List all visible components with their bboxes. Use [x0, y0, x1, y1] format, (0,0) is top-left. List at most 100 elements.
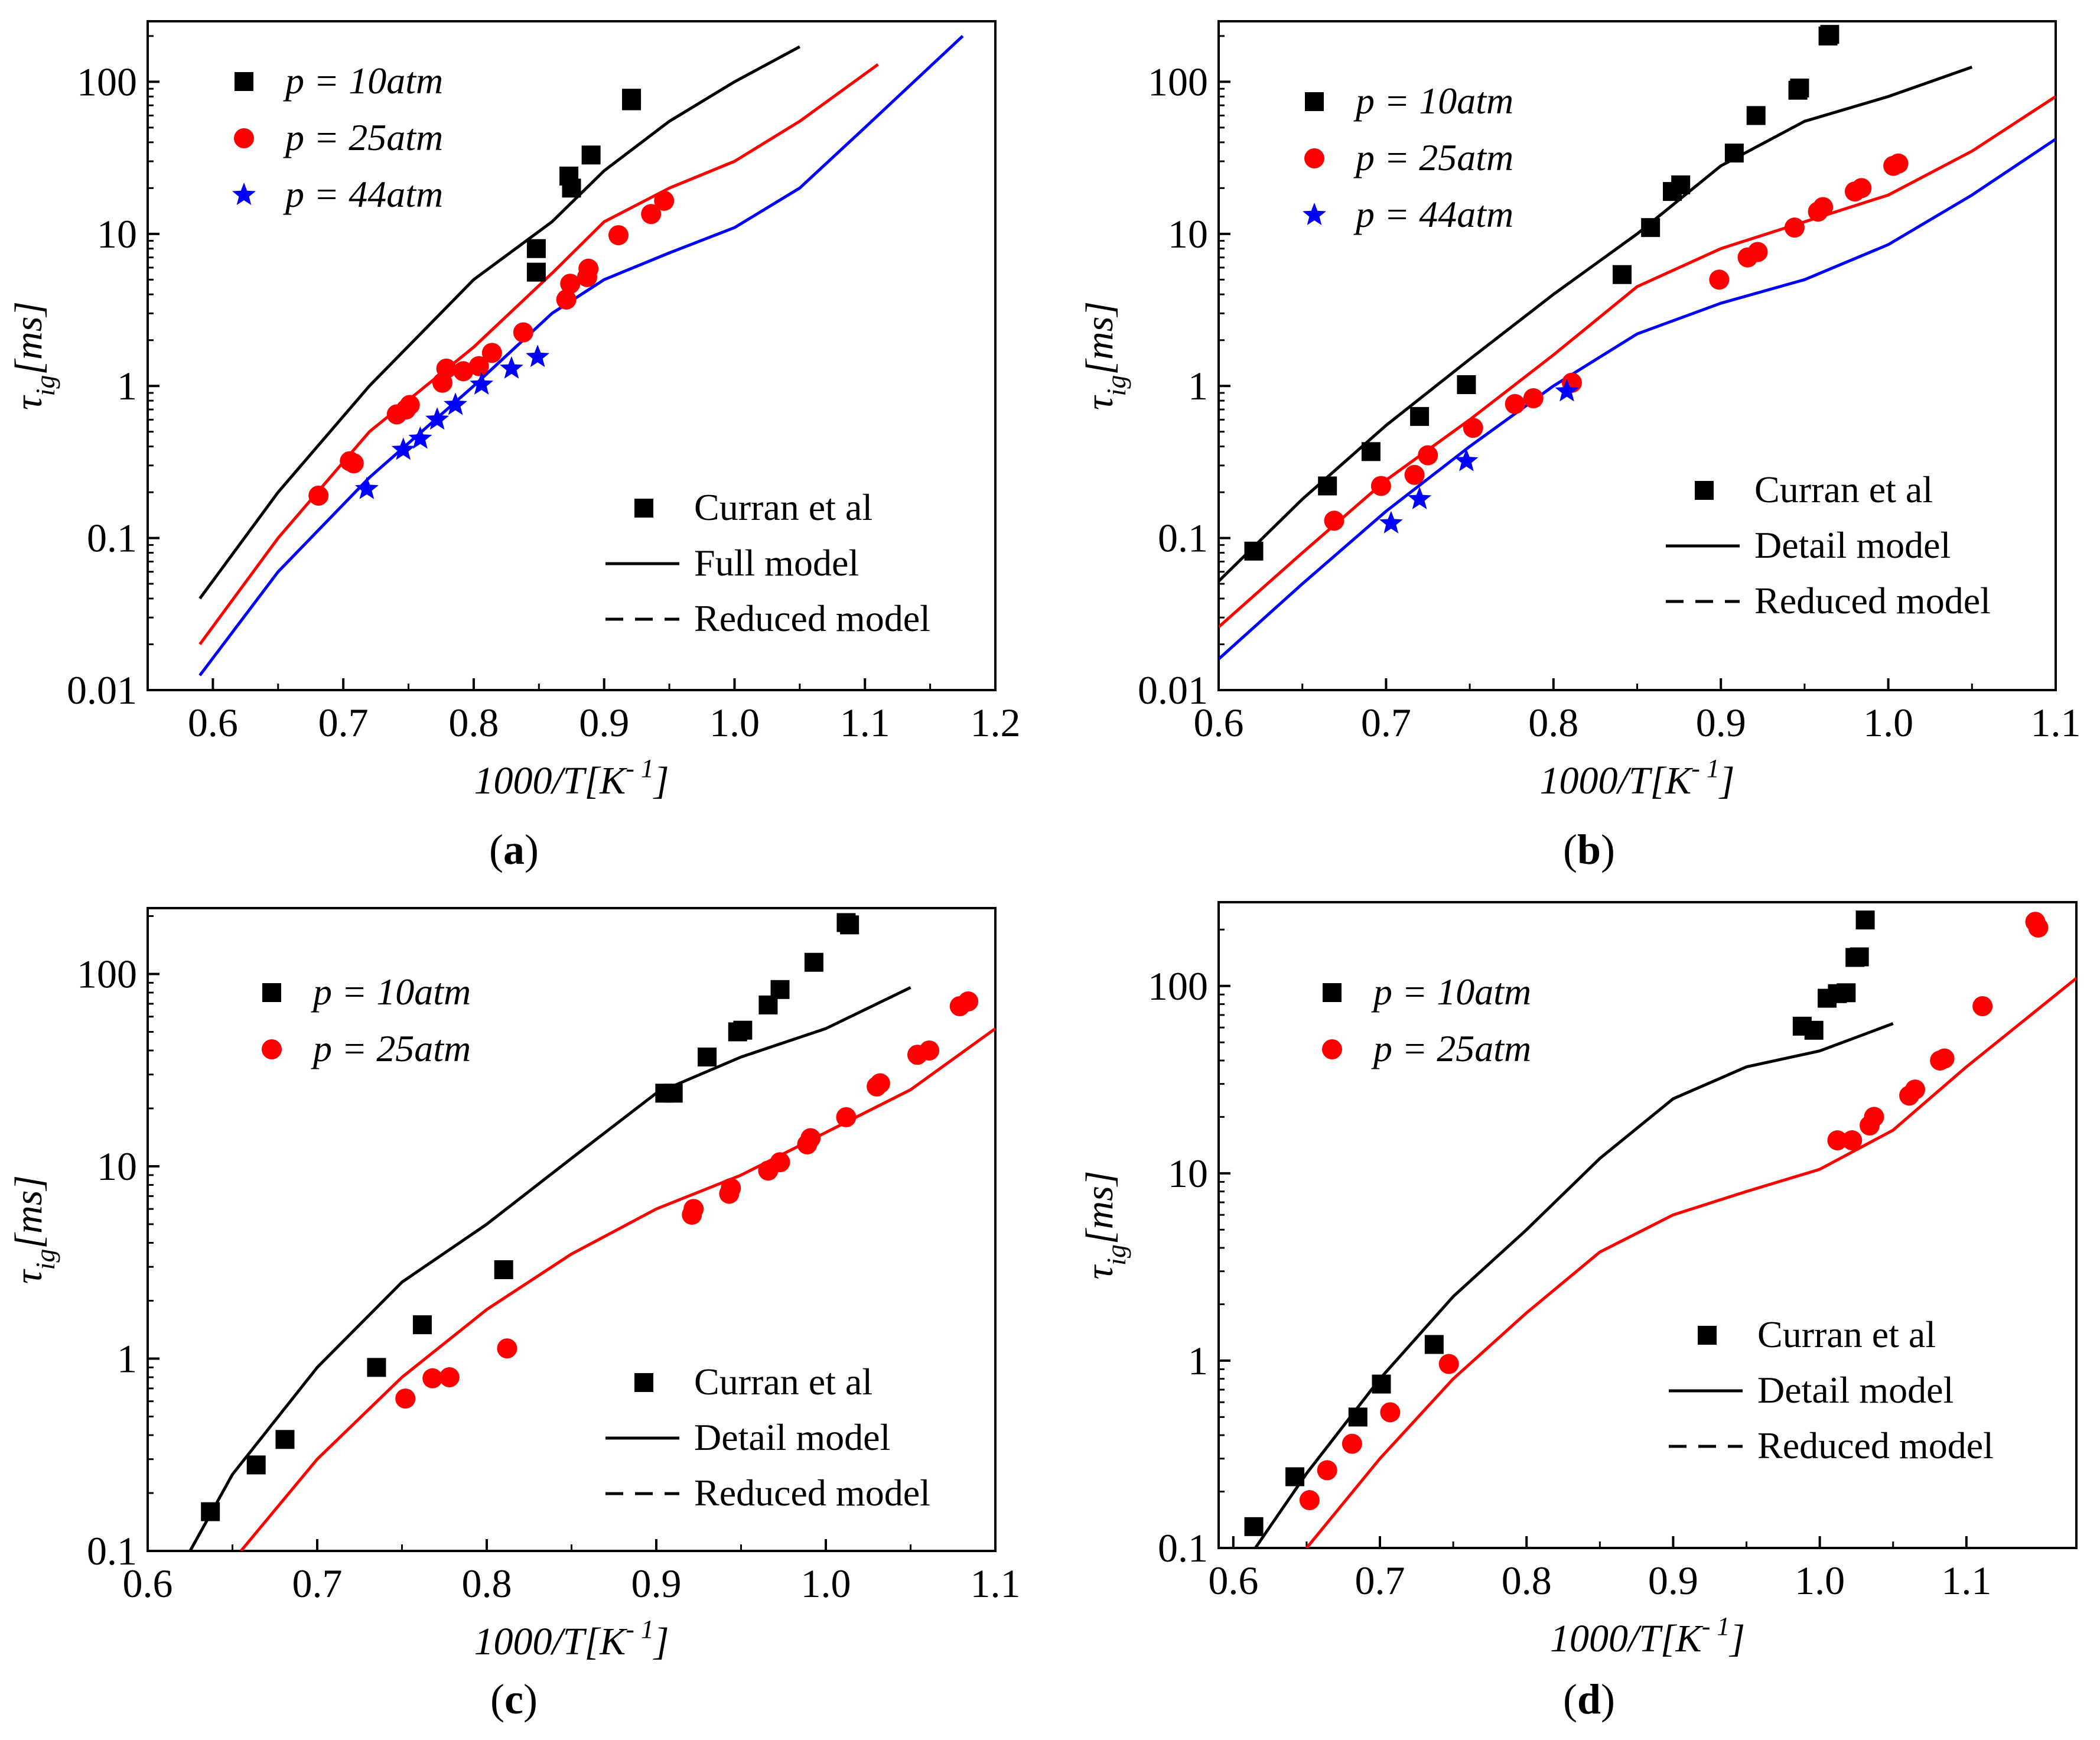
data-point-star [1379, 510, 1403, 534]
data-point-square [526, 239, 546, 258]
data-point-circle [1972, 996, 1993, 1016]
x-tick-label: 1.0 [801, 1561, 851, 1606]
y-tick-label: 1 [1188, 1338, 1208, 1383]
legend-label-p25: p = 25atm [311, 1027, 471, 1069]
x-tick-label: 1.1 [840, 700, 890, 745]
y-tick-label: 0.1 [1158, 1526, 1208, 1570]
x-tick-label: 0.7 [292, 1561, 343, 1606]
data-point-circle [1784, 217, 1805, 238]
x-tick-label: 1.1 [2031, 700, 2081, 745]
x-tick-label: 0.7 [318, 700, 369, 745]
data-point-circle [1851, 178, 1872, 199]
data-point-circle [1505, 393, 1525, 414]
y-tick-label: 0.1 [87, 516, 137, 561]
y-tick-label: 0.01 [67, 668, 137, 713]
y-tick-label: 10 [97, 1144, 137, 1189]
x-tick-label: 0.8 [1502, 1558, 1552, 1603]
x-tick-label: 0.8 [1528, 700, 1578, 745]
data-point-square [733, 1020, 753, 1040]
data-point-circle [308, 485, 329, 506]
legend-label-p10: p = 10atm [283, 60, 443, 102]
data-point-square [1612, 265, 1632, 284]
data-point-star [526, 344, 550, 367]
data-point-star [391, 437, 415, 460]
legend-marker-p44 [1303, 203, 1326, 225]
data-point-circle [399, 395, 420, 415]
data-point-circle [1438, 1354, 1459, 1374]
legend-label-p44: p = 44atm [1353, 193, 1513, 235]
data-point-circle [481, 343, 502, 363]
data-point-circle [770, 1152, 790, 1173]
data-point-circle [453, 361, 474, 382]
legend-label-reduced: Reduced model [1757, 1424, 1994, 1466]
data-point-square [1746, 106, 1766, 125]
data-point-circle [439, 1367, 460, 1388]
legend-label-detail: Detail model [1757, 1369, 1954, 1411]
data-point-square [1855, 910, 1875, 930]
data-point-star [470, 372, 494, 395]
data-point-circle [919, 1040, 940, 1061]
data-point-star [1454, 448, 1479, 471]
x-tick-label: 0.6 [123, 1561, 173, 1606]
data-point-circle [422, 1368, 443, 1388]
chart-panel-d: 0.6 0.7 0.8 0.9 1.0 1.1 0.1 1 10 100 1000/T[K- 1] τ… [1078, 901, 2078, 1723]
data-point-circle [513, 322, 533, 343]
legend-label-p25: p = 25atm [1353, 136, 1513, 178]
data-point-circle [608, 225, 629, 246]
y-tick-label: 10 [1168, 212, 1208, 256]
x-tick-label: 0.6 [1194, 700, 1244, 745]
data-point-circle [2028, 917, 2049, 938]
y-tick-label: 0.01 [1138, 668, 1208, 713]
legend-label-p25: p = 25atm [283, 116, 443, 158]
x-tick-label: 0.7 [1355, 1558, 1405, 1603]
data-point-star [444, 392, 467, 415]
plot-area [1219, 25, 2056, 661]
data-point-square [1804, 1020, 1824, 1040]
data-point-square [840, 915, 859, 935]
legend-label-detail: Detail model [1754, 524, 1951, 566]
legend-marker-p10 [1323, 983, 1342, 1002]
legend-marker-p10 [262, 983, 281, 1002]
legend-label-curran: Curran et al [694, 1361, 872, 1403]
data-point-square [1671, 175, 1691, 194]
y-tick-label: 10 [97, 212, 137, 256]
legend-label-p25: p = 25atm [1371, 1027, 1531, 1069]
model-line-black [198, 45, 800, 600]
x-axis-label: 1000/T[K- 1] [474, 754, 669, 802]
data-point-circle [683, 1199, 704, 1219]
x-tick-label: 1.1 [971, 1561, 1021, 1606]
x-tick-label: 1.0 [1795, 1558, 1845, 1603]
data-point-square [698, 1048, 717, 1067]
data-point-square [1457, 375, 1476, 394]
legend-label-reduced: Reduced model [694, 1472, 930, 1514]
data-point-square [412, 1315, 432, 1335]
plot-frame [1217, 901, 2078, 1549]
y-tick-label: 100 [77, 951, 137, 996]
legend-marker-p10 [235, 72, 253, 91]
data-point-circle [468, 356, 489, 376]
data-point-circle [343, 453, 364, 474]
model-line-red [239, 1027, 995, 1551]
data-point-square [1820, 25, 1839, 44]
data-point-circle [1709, 269, 1730, 290]
x-tick-label: 1.0 [709, 700, 760, 745]
model-line-red [1305, 977, 2076, 1548]
data-point-circle [1370, 476, 1391, 496]
data-point-square [1244, 541, 1264, 561]
y-tick-label: 0.1 [87, 1528, 137, 1573]
data-point-square [562, 178, 581, 198]
x-tick-label: 0.9 [1648, 1558, 1698, 1603]
plot-area [198, 35, 964, 677]
data-point-circle [1934, 1048, 1955, 1069]
legend-label-detail: Detail model [694, 1416, 890, 1458]
x-tick-label: 0.9 [1696, 700, 1746, 745]
x-axis-label: 1000/T[K- 1] [1550, 1612, 1745, 1660]
y-tick-label: 100 [77, 59, 137, 104]
x-axis-label: 1000/T[K- 1] [474, 1615, 669, 1663]
chart-panel-c: 0.6 0.7 0.8 0.9 1.0 1.1 0.1 1 10 100 1000/T[K- 1] τ… [7, 907, 1021, 1723]
legend-marker-p44 [232, 183, 256, 205]
data-point-star [1555, 379, 1579, 402]
x-tick-label: 1.0 [1863, 700, 1913, 745]
data-point-square [804, 952, 823, 972]
data-point-circle [395, 1388, 416, 1409]
